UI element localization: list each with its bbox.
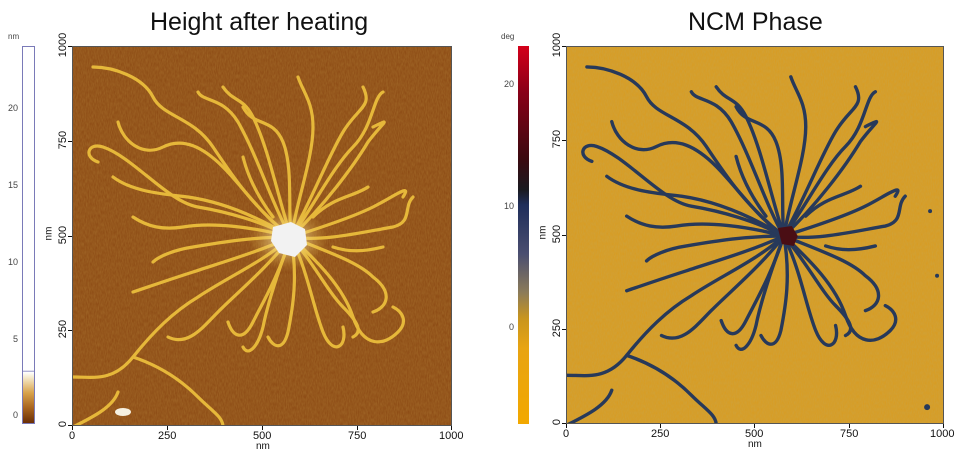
height-ytick-mark-1000 [68,46,72,47]
height-ytick-mark-750 [68,141,72,142]
height-xtick-1000: 1000 [439,430,464,442]
phase-xlabel: nm [748,439,762,450]
height-xtick-250: 250 [158,430,177,442]
phase-xtick-mark-0 [566,424,567,428]
phase-cb-tick-20: 20 [503,79,514,89]
height-ytick-0: 0 [57,420,69,428]
phase-ytick-mark-750 [562,140,566,141]
height-ytick-500: 500 [57,225,69,245]
phase-core-particle [777,226,798,246]
height-cb-tick-10: 10 [7,257,18,267]
phase-ytick-250: 250 [551,318,563,338]
height-map-image [72,46,452,426]
phase-ytick-1000: 1000 [551,32,563,58]
phase-xtick-0: 0 [563,428,570,440]
phase-cb-tick-0: 0 [508,322,514,332]
height-xlabel: nm [256,441,270,452]
height-cb-tick-15: 15 [7,180,18,190]
phase-ytick-mark-250 [562,329,566,330]
phase-map-image [566,46,944,424]
height-xtick-500: 500 [253,430,272,442]
phase-xtick-mark-750 [849,424,850,428]
height-ytick-1000: 1000 [57,32,69,58]
phase-fibrils [567,65,907,423]
height-ytick-mark-250 [68,330,72,331]
phase-xtick-mark-1000 [943,424,944,428]
phase-colorbar [518,46,529,424]
height-xtick-0: 0 [69,430,76,442]
phase-xtick-mark-250 [660,424,661,428]
height-cb-tick-20: 20 [7,103,18,113]
height-xtick-mark-0 [72,426,73,430]
height-map-svg [73,47,451,425]
height-ytick-250: 250 [57,319,69,339]
phase-xtick-mark-500 [754,424,755,428]
height-corner-particle [115,408,131,416]
phase-cb-tick-10: 10 [503,201,514,211]
phase-ytick-500: 500 [551,224,563,244]
height-title: Height after heating [150,8,369,36]
height-xtick-mark-250 [167,426,168,430]
height-cb-tick-0: 0 [12,410,18,420]
phase-ytick-750: 750 [551,129,563,149]
phase-ylabel: nm [537,225,549,240]
phase-map-svg [567,47,943,423]
height-xtick-mark-1000 [451,426,452,430]
phase-ytick-mark-1000 [562,46,566,47]
height-xtick-mark-750 [357,426,358,430]
height-colorbar [22,46,35,424]
height-colorbar-unit: nm [8,32,20,41]
phase-speck-1 [924,404,931,411]
phase-xtick-250: 250 [651,428,670,440]
height-ytick-750: 750 [57,130,69,150]
height-xtick-750: 750 [348,430,367,442]
phase-ytick-mark-0 [562,423,566,424]
phase-xtick-750: 750 [840,428,859,440]
phase-texture [567,47,943,423]
phase-ytick-mark-500 [562,235,566,236]
phase-colorbar-unit: deg [501,32,515,41]
height-ytick-mark-0 [68,425,72,426]
height-ylabel: nm [43,226,55,241]
height-xtick-mark-500 [262,426,263,430]
phase-xtick-500: 500 [745,428,764,440]
phase-ytick-0: 0 [551,418,563,426]
height-core-particle [271,222,307,257]
height-cb-tick-5: 5 [12,334,18,344]
height-ytick-mark-500 [68,236,72,237]
phase-speck-3 [928,209,933,214]
phase-xtick-1000: 1000 [930,428,955,440]
phase-speck-2 [935,273,940,278]
phase-title: NCM Phase [688,8,823,36]
